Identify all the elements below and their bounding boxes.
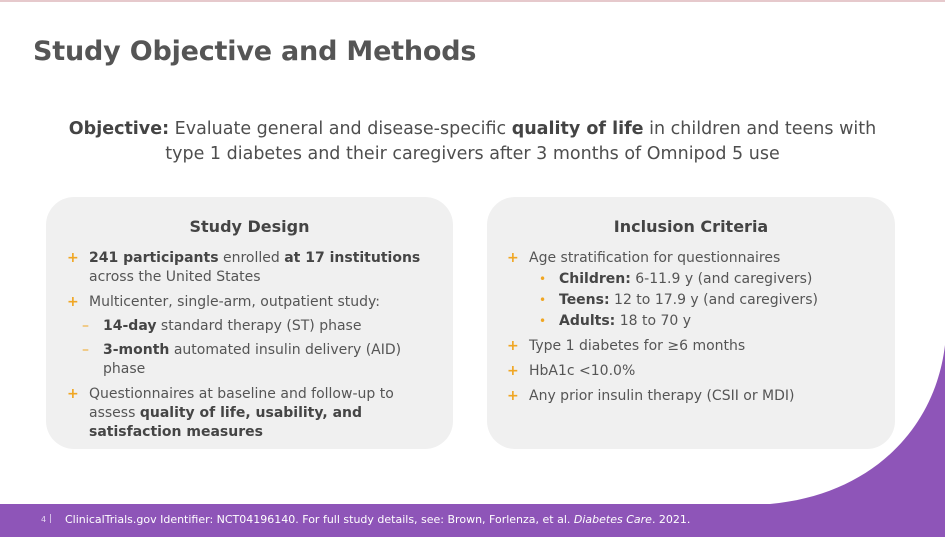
measures-emphasis: quality of life, usability, and satisfac…	[89, 405, 363, 440]
dot-bullet-icon: •	[539, 293, 547, 307]
list-item: –3-month automated insulin delivery (AID…	[66, 341, 439, 379]
list-item: • Adults: 18 to 70 y	[529, 312, 881, 331]
plus-bullet-icon: +	[507, 388, 519, 404]
dash-bullet-icon: –	[82, 318, 89, 334]
age-group-range: 18 to 70 y	[615, 313, 692, 329]
list-item: –14-day standard therapy (ST) phase	[66, 317, 439, 336]
objective-emphasis: quality of life	[511, 119, 644, 139]
list-item: + Type 1 diabetes for ≥6 months	[506, 337, 881, 356]
age-group-label: Teens:	[559, 292, 610, 308]
list-item: • Teens: 12 to 17.9 y (and caregivers)	[529, 291, 881, 310]
plus-bullet-icon: +	[67, 250, 79, 266]
footer-citation: ClinicalTrials.gov Identifier: NCT041961…	[65, 513, 690, 526]
journal-name: Diabetes Care	[573, 513, 652, 526]
phase-duration: 3-month	[103, 342, 170, 358]
list-item: + 241 participants enrolled at 17 instit…	[66, 249, 439, 287]
plus-bullet-icon: +	[507, 338, 519, 354]
footer-bar: 4 | ClinicalTrials.gov Identifier: NCT04…	[0, 504, 945, 537]
page-separator: |	[49, 514, 53, 524]
list-item-text: Questionnaires at baseline and follow-up…	[89, 386, 394, 421]
participants-count: 241 participants	[89, 250, 219, 266]
list-item-text: standard therapy (ST) phase	[156, 318, 362, 334]
phase-list: –14-day standard therapy (ST) phase –3-m…	[82, 317, 439, 379]
list-item: + Multicenter, single-arm, outpatient st…	[66, 293, 439, 379]
plus-bullet-icon: +	[507, 250, 519, 266]
study-design-heading: Study Design	[189, 217, 310, 236]
list-item: + HbA1c <10.0%	[506, 362, 881, 381]
plus-bullet-icon: +	[507, 363, 519, 379]
dot-bullet-icon: •	[539, 272, 547, 286]
inclusion-criteria-list: + Age stratification for questionnaires …	[506, 249, 881, 406]
institutions-count: at 17 institutions	[284, 250, 421, 266]
study-design-list: + 241 participants enrolled at 17 instit…	[66, 249, 439, 442]
slide-title: Study Objective and Methods	[33, 36, 477, 67]
age-group-list: • Children: 6-11.9 y (and caregivers) • Te…	[529, 270, 881, 331]
plus-bullet-icon: +	[67, 386, 79, 402]
top-rule	[0, 0, 945, 2]
list-item-text: Type 1 diabetes for ≥6 months	[529, 338, 746, 354]
citation-year: . 2021.	[651, 513, 691, 526]
dot-bullet-icon: •	[539, 314, 547, 328]
list-item: + Age stratification for questionnaires …	[506, 249, 881, 331]
list-item-text: automated insulin delivery (AID) phase	[103, 342, 402, 377]
inclusion-criteria-card: Inclusion Criteria + Age stratification …	[487, 197, 895, 449]
plus-bullet-icon: +	[67, 294, 79, 310]
list-item-text: Multicenter, single-arm, outpatient stud…	[89, 294, 381, 310]
list-item: • Children: 6-11.9 y (and caregivers)	[529, 270, 881, 289]
age-group-label: Adults:	[559, 313, 616, 329]
list-item: + Questionnaires at baseline and follow-…	[66, 385, 439, 442]
list-item-text: Age stratification for questionnaires	[529, 250, 781, 266]
list-item-text: Any prior insulin therapy (CSII or MDI)	[529, 388, 795, 404]
list-item: + Any prior insulin therapy (CSII or MDI)	[506, 387, 881, 406]
age-group-range: 6-11.9 y (and caregivers)	[630, 271, 813, 287]
inclusion-criteria-heading: Inclusion Criteria	[613, 217, 769, 236]
objective-text-2: in children and teens with type 1 diabet…	[165, 119, 877, 164]
citation-text: ClinicalTrials.gov Identifier: NCT041961…	[65, 513, 574, 526]
objective-statement: Objective: Evaluate general and disease-…	[60, 117, 885, 167]
objective-text-1: Evaluate general and disease-specific	[169, 119, 512, 139]
objective-label: Objective:	[68, 119, 170, 139]
study-design-card: Study Design + 241 participants enrolled…	[46, 197, 453, 449]
page-number: 4	[41, 515, 47, 524]
dash-bullet-icon: –	[82, 342, 89, 358]
age-group-range: 12 to 17.9 y (and caregivers)	[609, 292, 818, 308]
list-item-text: across the United States	[89, 269, 261, 285]
phase-duration: 14-day	[103, 318, 157, 334]
age-group-label: Children:	[559, 271, 631, 287]
list-item-text: HbA1c <10.0%	[529, 363, 636, 379]
list-item-text: enrolled	[218, 250, 285, 266]
